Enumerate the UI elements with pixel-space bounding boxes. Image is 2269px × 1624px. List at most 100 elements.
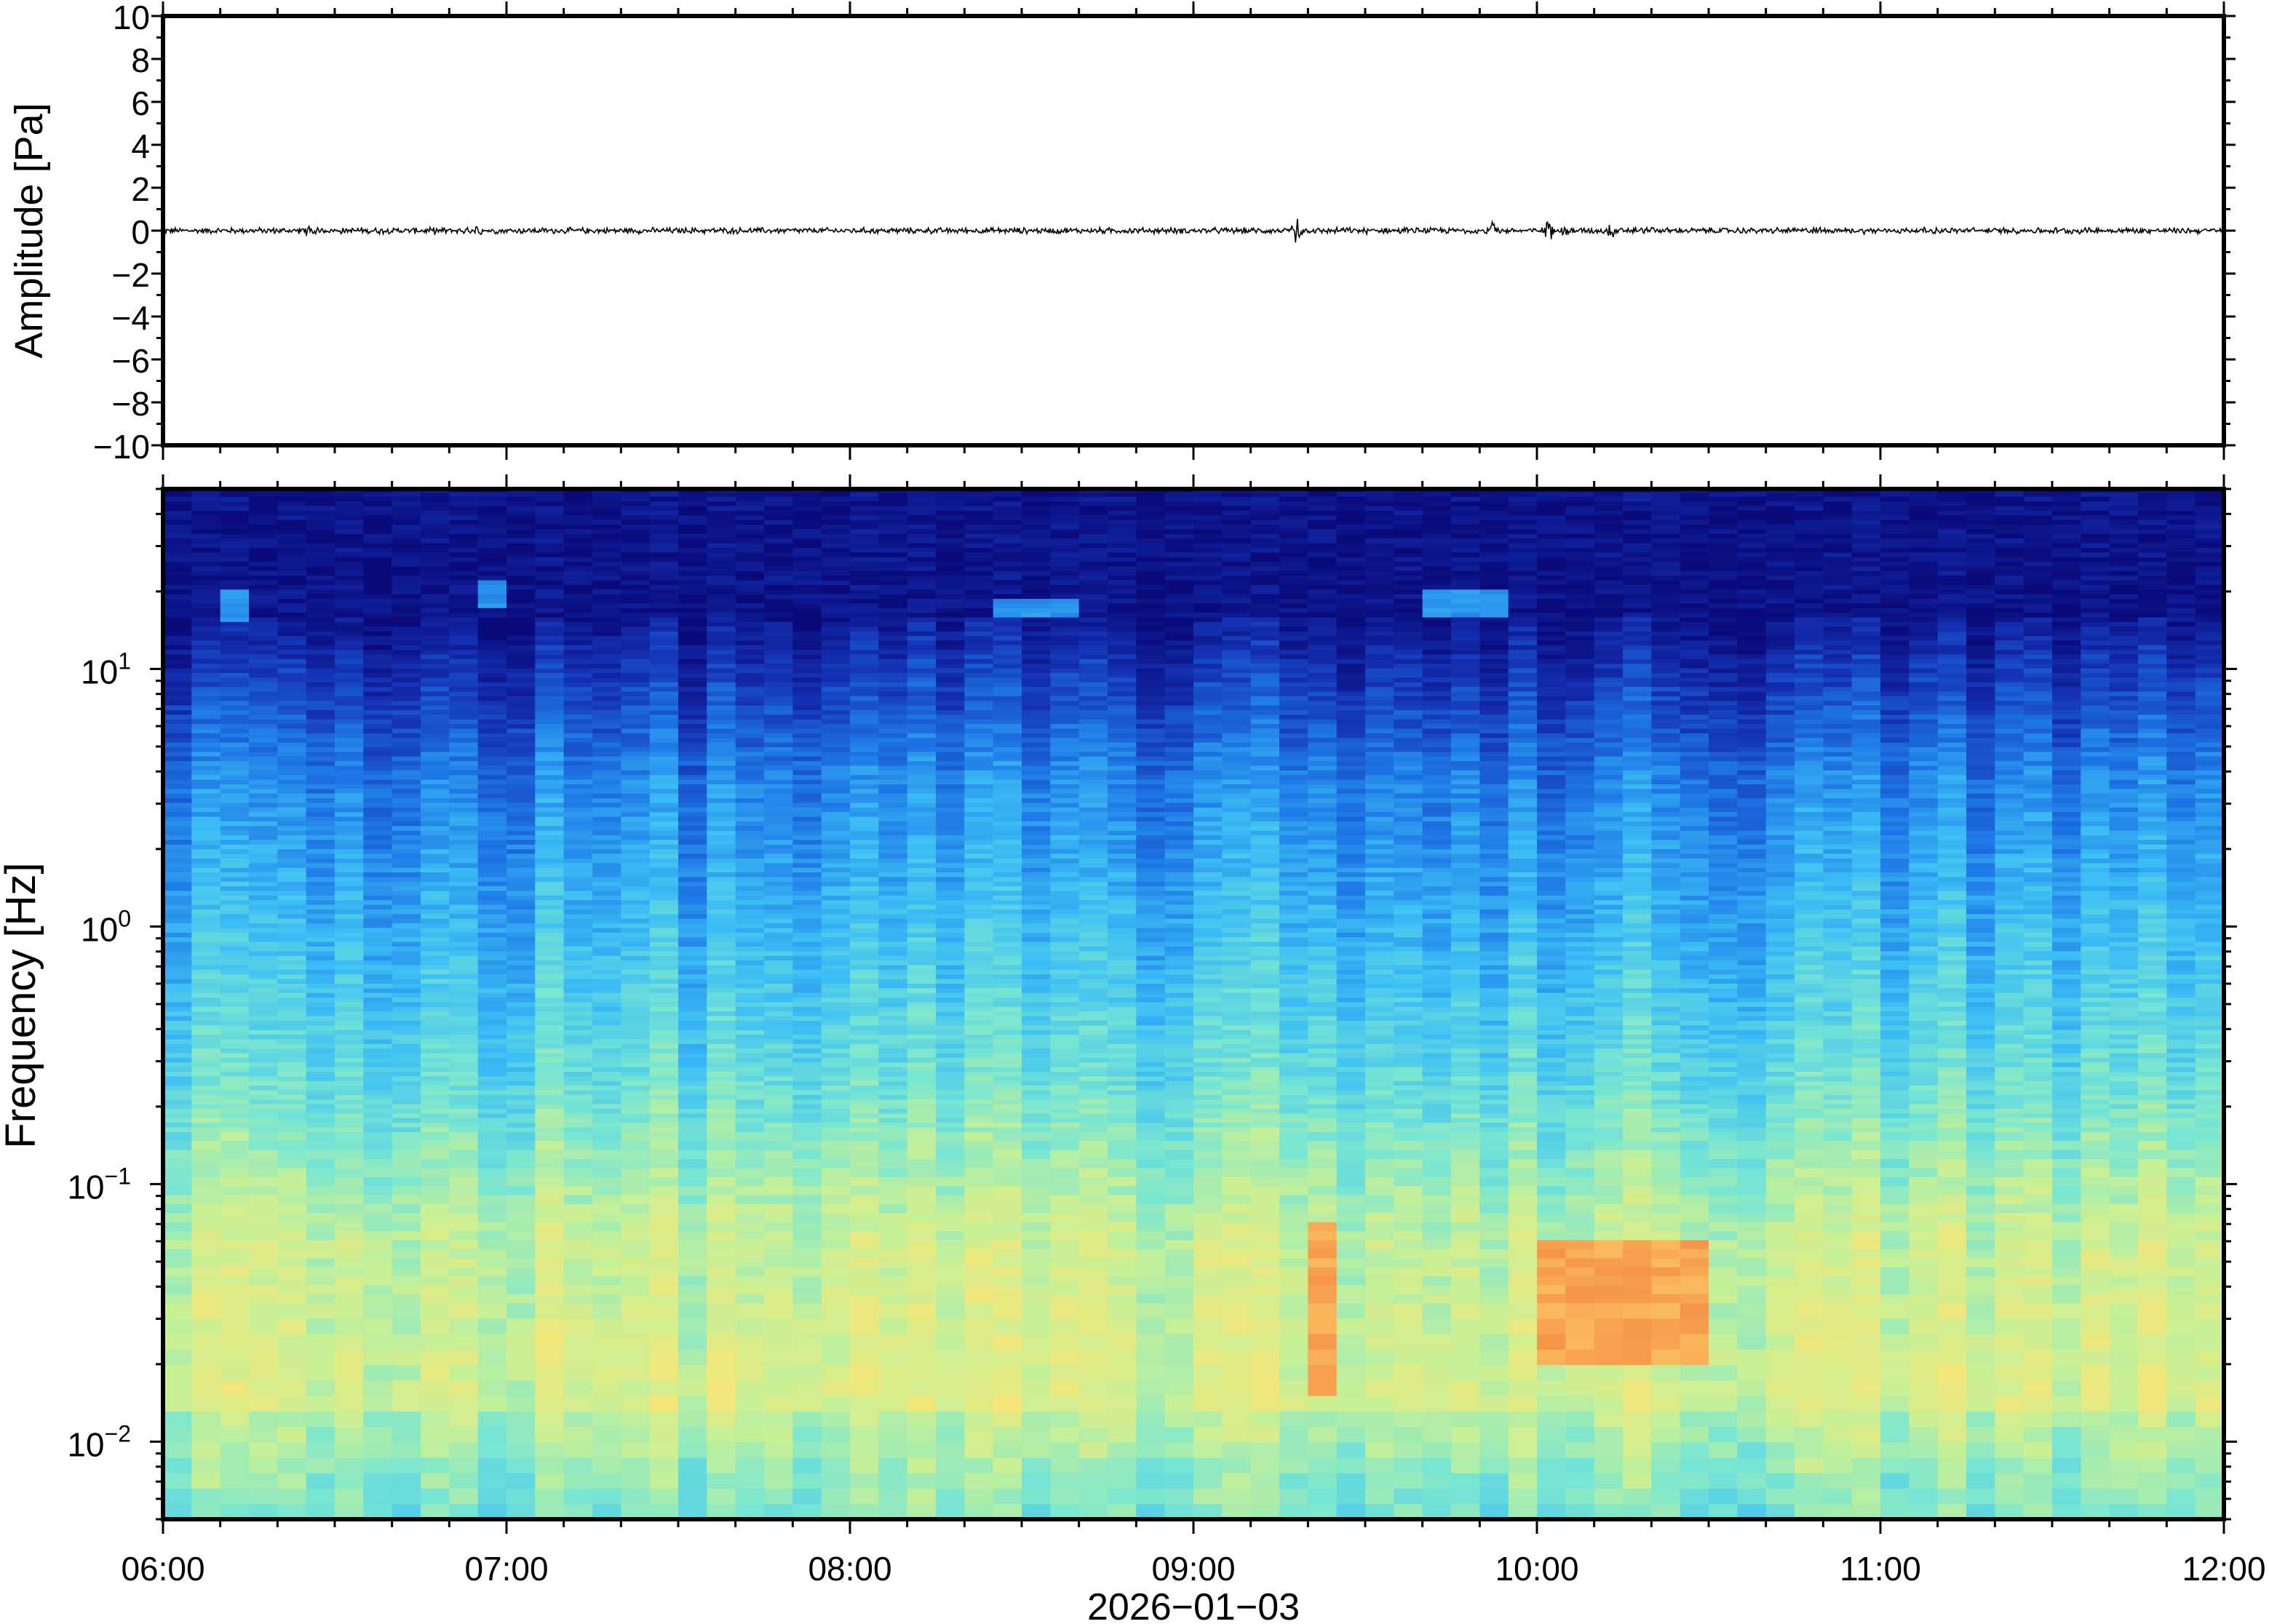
spectrogram-cell bbox=[249, 895, 278, 901]
spectrogram-cell bbox=[792, 584, 822, 590]
spectrogram-cell bbox=[764, 677, 793, 682]
spectrogram-cell bbox=[392, 1396, 421, 1412]
spectrogram-cell bbox=[563, 709, 593, 715]
spectrogram-cell bbox=[191, 1099, 221, 1104]
spectrogram-cell bbox=[764, 1203, 793, 1214]
spectrogram-cell bbox=[792, 936, 822, 942]
spectrogram-cell bbox=[477, 839, 507, 845]
spectrogram-cell bbox=[535, 1441, 565, 1458]
spectrogram-cell bbox=[821, 1080, 851, 1086]
spectrogram-cell bbox=[306, 1057, 335, 1063]
spectrogram-cell bbox=[392, 1011, 421, 1016]
spectrogram-cell bbox=[163, 909, 192, 915]
spectrogram-cell bbox=[707, 528, 736, 534]
spectrogram-cell bbox=[907, 616, 937, 622]
spectrogram-cell bbox=[535, 923, 565, 928]
spectrogram-cell bbox=[220, 1318, 250, 1334]
spectrogram-cell bbox=[249, 751, 278, 757]
spectrogram-cell bbox=[678, 979, 707, 984]
spectrogram-cell bbox=[936, 1177, 965, 1187]
spectrogram-cell bbox=[563, 1249, 593, 1259]
spectrogram-cell bbox=[649, 696, 679, 701]
spectrogram-cell bbox=[563, 858, 593, 864]
spectrogram-cell bbox=[277, 1071, 307, 1077]
spectrogram-cell bbox=[392, 719, 421, 725]
spectrogram-cell bbox=[277, 1349, 307, 1366]
spectrogram-cell bbox=[821, 1158, 851, 1169]
spectrogram-cell bbox=[707, 839, 736, 845]
spectrogram-cell bbox=[449, 1380, 479, 1396]
spectrogram-cell bbox=[421, 584, 450, 590]
spectrogram-cell bbox=[649, 612, 679, 618]
spectrogram-cell bbox=[850, 1112, 879, 1118]
spectrogram-cell bbox=[191, 881, 221, 887]
spectrogram-cell bbox=[392, 872, 421, 877]
spectrogram-cell bbox=[392, 1006, 421, 1012]
spectrogram-cell bbox=[621, 858, 651, 864]
spectrogram-cell bbox=[649, 1158, 679, 1169]
spectrogram-cell bbox=[850, 964, 879, 970]
spectrogram-cell bbox=[163, 626, 192, 632]
spectrogram-cell bbox=[277, 1267, 307, 1277]
spectrogram-cell bbox=[678, 612, 707, 618]
spectrogram-cell bbox=[792, 885, 822, 891]
spectrogram-cell bbox=[707, 1222, 736, 1232]
spectrogram-cell bbox=[678, 1038, 707, 1044]
spectrogram-cell bbox=[306, 1052, 335, 1058]
spectrogram-cell bbox=[821, 1364, 851, 1381]
spectrogram-cell bbox=[821, 1034, 851, 1040]
spectrogram-cell bbox=[878, 923, 908, 928]
spectrogram-cell bbox=[306, 1131, 335, 1142]
spectrogram-cell bbox=[421, 1441, 450, 1458]
spectrogram-cell bbox=[421, 872, 450, 877]
spectrogram-cell bbox=[649, 936, 679, 942]
spectrogram-cell bbox=[936, 598, 965, 604]
spectrogram-cell bbox=[449, 788, 479, 794]
spectrogram-cell bbox=[421, 1284, 450, 1294]
spectrogram-cell bbox=[363, 1034, 393, 1040]
spectrogram-cell bbox=[735, 543, 765, 548]
spectrogram-cell bbox=[449, 1212, 479, 1222]
spectrogram-cell bbox=[764, 974, 793, 979]
spectrogram-cell bbox=[649, 733, 679, 739]
spectrogram-cell bbox=[621, 742, 651, 747]
spectrogram-cell bbox=[421, 960, 450, 966]
spectrogram-cell bbox=[249, 496, 278, 502]
spectrogram-cell bbox=[249, 580, 278, 585]
spectrogram-cell bbox=[277, 1239, 307, 1249]
spectrogram-cell bbox=[277, 705, 307, 710]
spectrogram-cell bbox=[392, 608, 421, 613]
spectrogram-cell bbox=[907, 1118, 937, 1123]
spectrogram-cell bbox=[878, 830, 908, 835]
spectrogram-cell bbox=[163, 765, 192, 771]
spectrogram-cell bbox=[878, 1020, 908, 1026]
spectrogram-cell bbox=[563, 816, 593, 821]
spectrogram-cell bbox=[850, 1085, 879, 1091]
spectrogram-cell bbox=[477, 682, 507, 688]
spectrogram-cell bbox=[449, 1239, 479, 1249]
spectrogram-cell bbox=[850, 1104, 879, 1109]
waveform-y-tick-label: 10 bbox=[113, 0, 150, 36]
spectrogram-cell bbox=[306, 737, 335, 743]
spectrogram-cell bbox=[878, 964, 908, 970]
spectrogram-cell bbox=[850, 649, 879, 655]
spectrogram-cell bbox=[649, 1294, 679, 1304]
spectrogram-cell bbox=[850, 1075, 879, 1081]
spectrogram-cell bbox=[792, 705, 822, 710]
spectrogram-cell bbox=[191, 839, 221, 845]
spectrogram-cell bbox=[306, 1267, 335, 1277]
spectrogram-cell bbox=[421, 514, 450, 520]
spectrogram-cell bbox=[735, 816, 765, 821]
spectrogram-cell bbox=[306, 1185, 335, 1195]
spectrogram-cell bbox=[535, 946, 565, 952]
spectrogram-cell bbox=[392, 983, 421, 989]
spectrogram-cell bbox=[735, 1488, 765, 1505]
spectrogram-cell bbox=[535, 649, 565, 655]
spectrogram-cell bbox=[878, 1177, 908, 1187]
spectrogram-cell bbox=[363, 1104, 393, 1109]
spectrogram-cell bbox=[792, 719, 822, 725]
spectrogram-cell bbox=[277, 510, 307, 516]
spectrogram-cell bbox=[191, 853, 221, 859]
spectrogram-cell bbox=[707, 570, 736, 576]
spectrogram-cell bbox=[621, 561, 651, 567]
